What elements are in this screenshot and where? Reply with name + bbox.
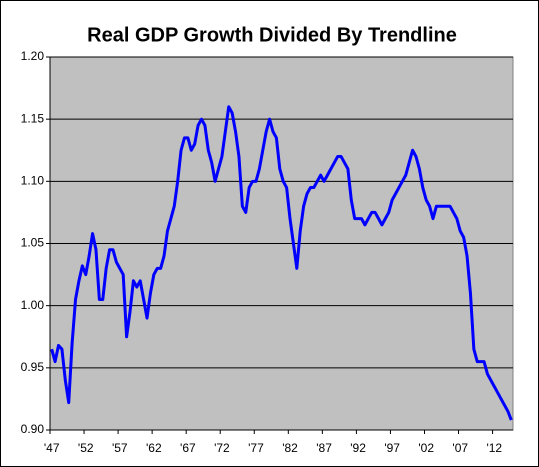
y-tick-label: 1.15 xyxy=(21,111,45,125)
x-tick-label: '02 xyxy=(418,441,434,455)
y-tick-label: 1.10 xyxy=(21,174,45,188)
y-tick-label: 0.95 xyxy=(21,360,45,374)
x-tick-label: '77 xyxy=(248,441,264,455)
x-tick-label: '62 xyxy=(146,441,162,455)
x-tick-label: '57 xyxy=(112,441,128,455)
x-tick-label: '97 xyxy=(384,441,400,455)
x-tick-label: '07 xyxy=(452,441,468,455)
x-tick-label: '67 xyxy=(180,441,196,455)
y-tick-label: 1.00 xyxy=(21,298,45,312)
x-tick-label: '87 xyxy=(316,441,332,455)
x-tick-label: '82 xyxy=(282,441,298,455)
x-tick-label: '12 xyxy=(486,441,502,455)
y-tick-label: 1.20 xyxy=(21,49,45,63)
chart-title: Real GDP Growth Divided By Trendline xyxy=(87,24,457,46)
x-tick-label: '72 xyxy=(214,441,230,455)
x-tick-label: '47 xyxy=(44,441,60,455)
y-tick-label: 1.05 xyxy=(21,236,45,250)
x-tick-label: '52 xyxy=(78,441,94,455)
y-tick-label: 0.90 xyxy=(21,422,45,436)
data-line xyxy=(50,105,513,421)
x-tick-label: '92 xyxy=(350,441,366,455)
